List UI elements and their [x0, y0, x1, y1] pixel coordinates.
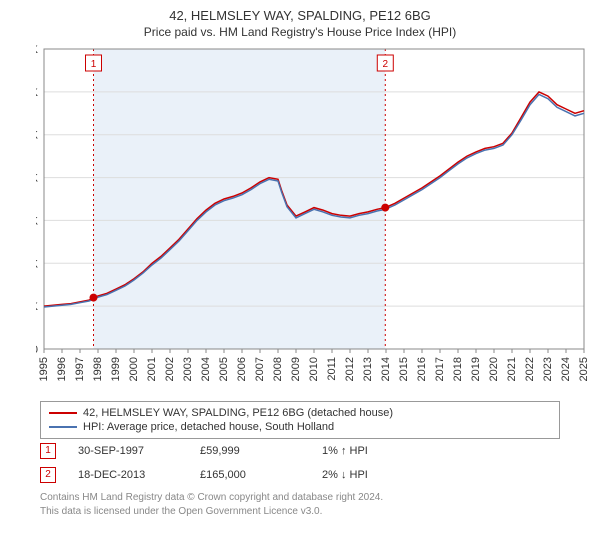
legend-color-swatch — [49, 412, 77, 414]
svg-text:2024: 2024 — [560, 357, 572, 381]
chart-area: £0 £50K £100K £150K £200K £250K £300K £350K 1995… — [36, 45, 596, 395]
svg-text:1997: 1997 — [74, 357, 86, 381]
svg-text:2002: 2002 — [164, 357, 176, 381]
svg-text:2017: 2017 — [434, 357, 446, 381]
svg-text:2013: 2013 — [362, 357, 374, 381]
svg-text:2011: 2011 — [326, 357, 338, 381]
svg-text:2007: 2007 — [254, 357, 266, 381]
svg-text:2015: 2015 — [398, 357, 410, 381]
footer-line-2: This data is licensed under the Open Gov… — [40, 505, 560, 519]
sale-delta: 1% ↑ HPI — [322, 445, 422, 457]
svg-text:£100K: £100K — [36, 258, 39, 270]
svg-text:1995: 1995 — [38, 357, 50, 381]
footer-attribution: Contains HM Land Registry data © Crown c… — [40, 491, 560, 518]
svg-text:2008: 2008 — [272, 357, 284, 381]
svg-text:£300K: £300K — [36, 87, 39, 99]
sale-row: 2 18-DEC-2013 £165,000 2% ↓ HPI — [40, 463, 560, 487]
svg-text:£50K: £50K — [36, 301, 39, 313]
svg-text:1999: 1999 — [110, 357, 122, 381]
legend-item: 42, HELMSLEY WAY, SPALDING, PE12 6BG (de… — [49, 406, 551, 420]
sale-price: £59,999 — [200, 445, 300, 457]
svg-text:2021: 2021 — [506, 357, 518, 381]
sale-date: 18-DEC-2013 — [78, 469, 178, 481]
svg-text:2: 2 — [382, 59, 388, 70]
legend-item: HPI: Average price, detached house, Sout… — [49, 420, 551, 434]
svg-text:2006: 2006 — [236, 357, 248, 381]
sale-marker-badge: 1 — [40, 443, 56, 459]
sale-date: 30-SEP-1997 — [78, 445, 178, 457]
chart-title: 42, HELMSLEY WAY, SPALDING, PE12 6BG — [0, 0, 600, 23]
svg-text:£150K: £150K — [36, 215, 39, 227]
svg-text:2019: 2019 — [470, 357, 482, 381]
svg-text:2025: 2025 — [578, 357, 590, 381]
sale-price: £165,000 — [200, 469, 300, 481]
svg-text:£250K: £250K — [36, 130, 39, 142]
svg-text:2004: 2004 — [200, 357, 212, 381]
svg-text:2020: 2020 — [488, 357, 500, 381]
legend-label: 42, HELMSLEY WAY, SPALDING, PE12 6BG (de… — [83, 407, 393, 419]
legend-label: HPI: Average price, detached house, Sout… — [83, 421, 334, 433]
svg-text:2010: 2010 — [308, 357, 320, 381]
line-chart-svg: £0 £50K £100K £150K £200K £250K £300K £350K 1995… — [36, 45, 596, 395]
svg-text:1996: 1996 — [56, 357, 68, 381]
svg-text:2003: 2003 — [182, 357, 194, 381]
sale-delta: 2% ↓ HPI — [322, 469, 422, 481]
legend-color-swatch — [49, 426, 77, 428]
svg-text:2000: 2000 — [128, 357, 140, 381]
svg-text:2023: 2023 — [542, 357, 554, 381]
chart-subtitle: Price paid vs. HM Land Registry's House … — [0, 23, 600, 45]
svg-text:2001: 2001 — [146, 357, 158, 381]
svg-text:£350K: £350K — [36, 45, 39, 56]
svg-text:2005: 2005 — [218, 357, 230, 381]
svg-text:2009: 2009 — [290, 357, 302, 381]
svg-text:2022: 2022 — [524, 357, 536, 381]
svg-text:2016: 2016 — [416, 357, 428, 381]
svg-text:£0: £0 — [36, 344, 38, 356]
svg-text:2014: 2014 — [380, 357, 392, 381]
sale-row: 1 30-SEP-1997 £59,999 1% ↑ HPI — [40, 439, 560, 463]
sale-marker-badge: 2 — [40, 467, 56, 483]
sales-table: 1 30-SEP-1997 £59,999 1% ↑ HPI 2 18-DEC-2013 £… — [40, 439, 560, 487]
svg-text:£200K: £200K — [36, 173, 39, 185]
svg-text:2012: 2012 — [344, 357, 356, 381]
svg-text:1: 1 — [91, 59, 97, 70]
svg-text:1998: 1998 — [92, 357, 104, 381]
svg-text:2018: 2018 — [452, 357, 464, 381]
footer-line-1: Contains HM Land Registry data © Crown c… — [40, 491, 560, 505]
legend: 42, HELMSLEY WAY, SPALDING, PE12 6BG (de… — [40, 401, 560, 439]
